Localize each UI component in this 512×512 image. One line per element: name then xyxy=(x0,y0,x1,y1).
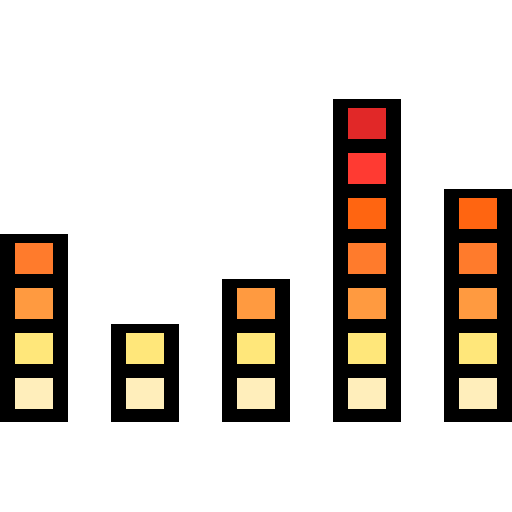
bar-2-segment-1 xyxy=(126,378,164,409)
bar-3-segment-1 xyxy=(237,378,275,409)
bar-2 xyxy=(111,324,179,422)
bar-4-segment-1 xyxy=(348,378,386,409)
bar-1 xyxy=(0,234,68,422)
bar-5-segment-5 xyxy=(459,198,497,229)
bar-5-segment-4 xyxy=(459,243,497,274)
bar-4-segment-2 xyxy=(348,333,386,364)
bar-1-segment-2 xyxy=(15,333,53,364)
bar-4-segment-6 xyxy=(348,153,386,184)
bar-5-segment-3 xyxy=(459,288,497,319)
bar-4 xyxy=(333,99,401,422)
bar-1-segment-1 xyxy=(15,378,53,409)
bar-3-segment-2 xyxy=(237,333,275,364)
bar-3-segment-3 xyxy=(237,288,275,319)
bar-4-segment-4 xyxy=(348,243,386,274)
bar-3 xyxy=(222,279,290,422)
bar-4-segment-5 xyxy=(348,198,386,229)
bar-5 xyxy=(444,189,512,422)
bar-2-segment-2 xyxy=(126,333,164,364)
bar-1-segment-4 xyxy=(15,243,53,274)
bar-5-segment-1 xyxy=(459,378,497,409)
bar-1-segment-3 xyxy=(15,288,53,319)
bar-5-segment-2 xyxy=(459,333,497,364)
bar-4-segment-3 xyxy=(348,288,386,319)
bar-4-segment-7 xyxy=(348,108,386,139)
